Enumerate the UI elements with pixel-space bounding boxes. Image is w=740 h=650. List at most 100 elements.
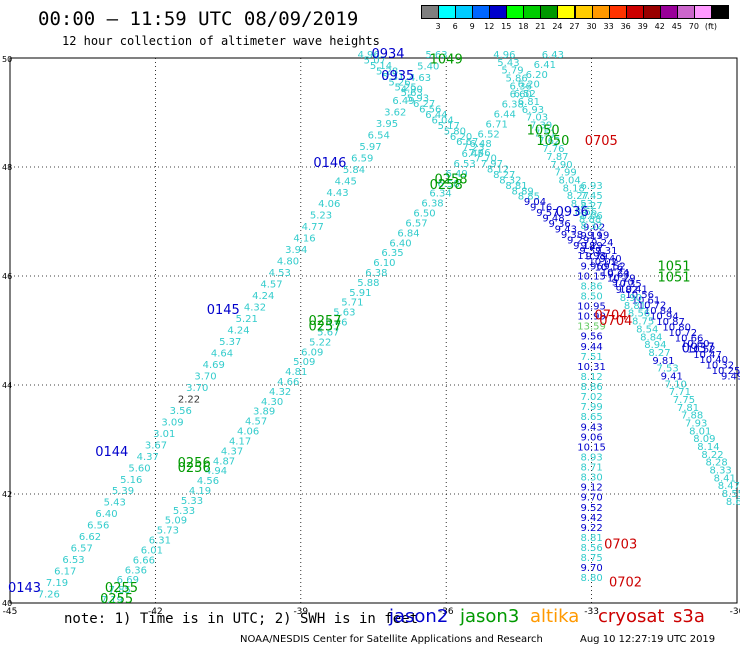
- swh-point: 9.57: [579, 246, 601, 257]
- swh-point: 10.56: [625, 290, 654, 301]
- swh-point: 8.66: [575, 207, 597, 218]
- swh-point: 8.84: [640, 332, 662, 343]
- swh-point: 8.04: [559, 175, 581, 186]
- swh-point: 4.64: [211, 348, 233, 359]
- swh-point: 7.03: [526, 113, 548, 124]
- swh-point: 8.89: [512, 186, 534, 197]
- swh-point: 5.63: [333, 308, 355, 319]
- swh-point: 8.86: [580, 281, 602, 292]
- swh-point: 5.09: [293, 357, 315, 368]
- swh-point: 7.99: [554, 168, 576, 179]
- swh-point: 6.17: [54, 567, 76, 578]
- swh-point: 13.59: [577, 322, 606, 333]
- swh-point: 8.30: [580, 473, 602, 484]
- color-scale-label: 70: [688, 22, 699, 31]
- swh-point: 7.93: [685, 418, 707, 429]
- swh-point: 4.24: [227, 326, 249, 337]
- swh-point: 9.24: [591, 238, 613, 249]
- swh-point: 5.63: [401, 88, 423, 99]
- pass-time-label: 0143: [8, 581, 41, 596]
- swh-point: 3.95: [376, 119, 398, 130]
- swh-point: 4.69: [203, 360, 225, 371]
- swh-point: 7.81: [677, 403, 699, 414]
- swh-point: 7.88: [681, 411, 703, 422]
- swh-point: 4.90: [401, 84, 423, 95]
- swh-point: 3.01: [153, 429, 175, 440]
- color-scale-label: 42: [654, 22, 665, 31]
- swh-point: 4.32: [244, 303, 266, 314]
- color-swatch: [710, 5, 729, 19]
- swh-point: 7.45: [580, 191, 602, 202]
- swh-point: 6.53: [62, 555, 84, 566]
- color-scale-label: 18: [518, 22, 529, 31]
- swh-point: 8.22: [701, 450, 723, 461]
- color-scale-label: 15: [501, 22, 512, 31]
- swh-point: 6.49: [445, 169, 467, 180]
- swh-point: 8.88: [579, 215, 601, 226]
- generation-timestamp: Aug 10 12:27:19 UTC 2019: [580, 634, 716, 645]
- pass-time-label: 0934: [371, 47, 404, 62]
- page-title: 00:00 – 11:59 UTC 08/09/2019: [38, 8, 359, 30]
- x-tick-label: -45: [3, 607, 18, 617]
- swh-point: 4.66: [277, 377, 299, 388]
- swh-point: 8.94: [644, 340, 666, 351]
- swh-point: 7.46: [468, 148, 490, 159]
- swh-point: 10.31: [577, 362, 606, 373]
- swh-point: 10.47: [693, 350, 722, 361]
- page-subtitle: 12 hour collection of altimeter wave hei…: [62, 34, 380, 48]
- swh-point: 6.62: [79, 532, 101, 543]
- swh-point: 10.40: [699, 355, 728, 366]
- swh-point: 8.86: [580, 382, 602, 393]
- swh-point: 6.36: [125, 565, 147, 576]
- swh-point: 6.67: [456, 137, 478, 148]
- swh-point: 10.29: [607, 273, 636, 284]
- swh-point: 8.47: [718, 481, 740, 492]
- swh-point: 6.59: [351, 153, 373, 164]
- swh-point: 10.87: [656, 317, 685, 328]
- color-scale-label: 36: [620, 22, 631, 31]
- swh-point: 7.10: [665, 379, 687, 390]
- swh-point: 5.46: [325, 318, 347, 329]
- pass-time-label: 1049: [430, 52, 463, 67]
- swh-point: 6.48: [470, 139, 492, 150]
- swh-point: 5.25: [394, 83, 416, 94]
- swh-point: 10.32: [706, 361, 735, 372]
- swh-point: 6.27: [413, 99, 435, 110]
- pass-time-label: 0255: [105, 581, 138, 596]
- swh-point: 10.72: [669, 328, 698, 339]
- color-scale-label: 9: [469, 22, 475, 31]
- swh-point: 9.18: [573, 241, 595, 252]
- swh-point: 8.65: [580, 412, 602, 423]
- swh-point: 10.52: [687, 344, 716, 355]
- swh-point: 5.16: [120, 475, 142, 486]
- swh-point: 6.41: [534, 60, 556, 71]
- swh-point: 5.17: [438, 121, 460, 132]
- swh-point: 8.55: [722, 489, 740, 500]
- swh-point: 6.57: [71, 544, 93, 555]
- y-tick-label: 40: [2, 599, 12, 608]
- swh-point: 5.07: [364, 55, 386, 66]
- swh-point: 4.94: [205, 466, 227, 477]
- swh-point: 8.27: [648, 348, 670, 359]
- swh-point: 3.94: [285, 245, 307, 256]
- pass-time-label: 0257: [308, 320, 341, 335]
- swh-point: 6.60: [510, 90, 532, 101]
- swh-point: 10.61: [632, 295, 661, 306]
- swh-point: 7.99: [580, 402, 602, 413]
- pass-time-label: 0146: [313, 156, 346, 171]
- color-scale-legend: 3 6 9 12 15 18 21 24 27 30 33 36 39 42 45 70 (ft): [421, 5, 729, 31]
- pass-time-label: 0257: [308, 314, 341, 329]
- pass-time-label: 0937: [682, 341, 715, 356]
- swh-point: 4.24: [252, 291, 274, 302]
- swh-point: 8.54: [636, 324, 658, 335]
- swh-point: 8.28: [705, 458, 727, 469]
- color-scale-label: 33: [603, 22, 614, 31]
- grid-lines: [10, 58, 737, 603]
- swh-point: 3.09: [161, 417, 183, 428]
- swh-point: 10.41: [619, 284, 648, 295]
- swh-point: 10.35: [613, 279, 642, 290]
- pass-time-label: 0705: [585, 134, 618, 149]
- swh-point: 7.19: [46, 578, 68, 589]
- swh-point: 6.04: [431, 115, 453, 126]
- color-scale-label: 45: [671, 22, 682, 31]
